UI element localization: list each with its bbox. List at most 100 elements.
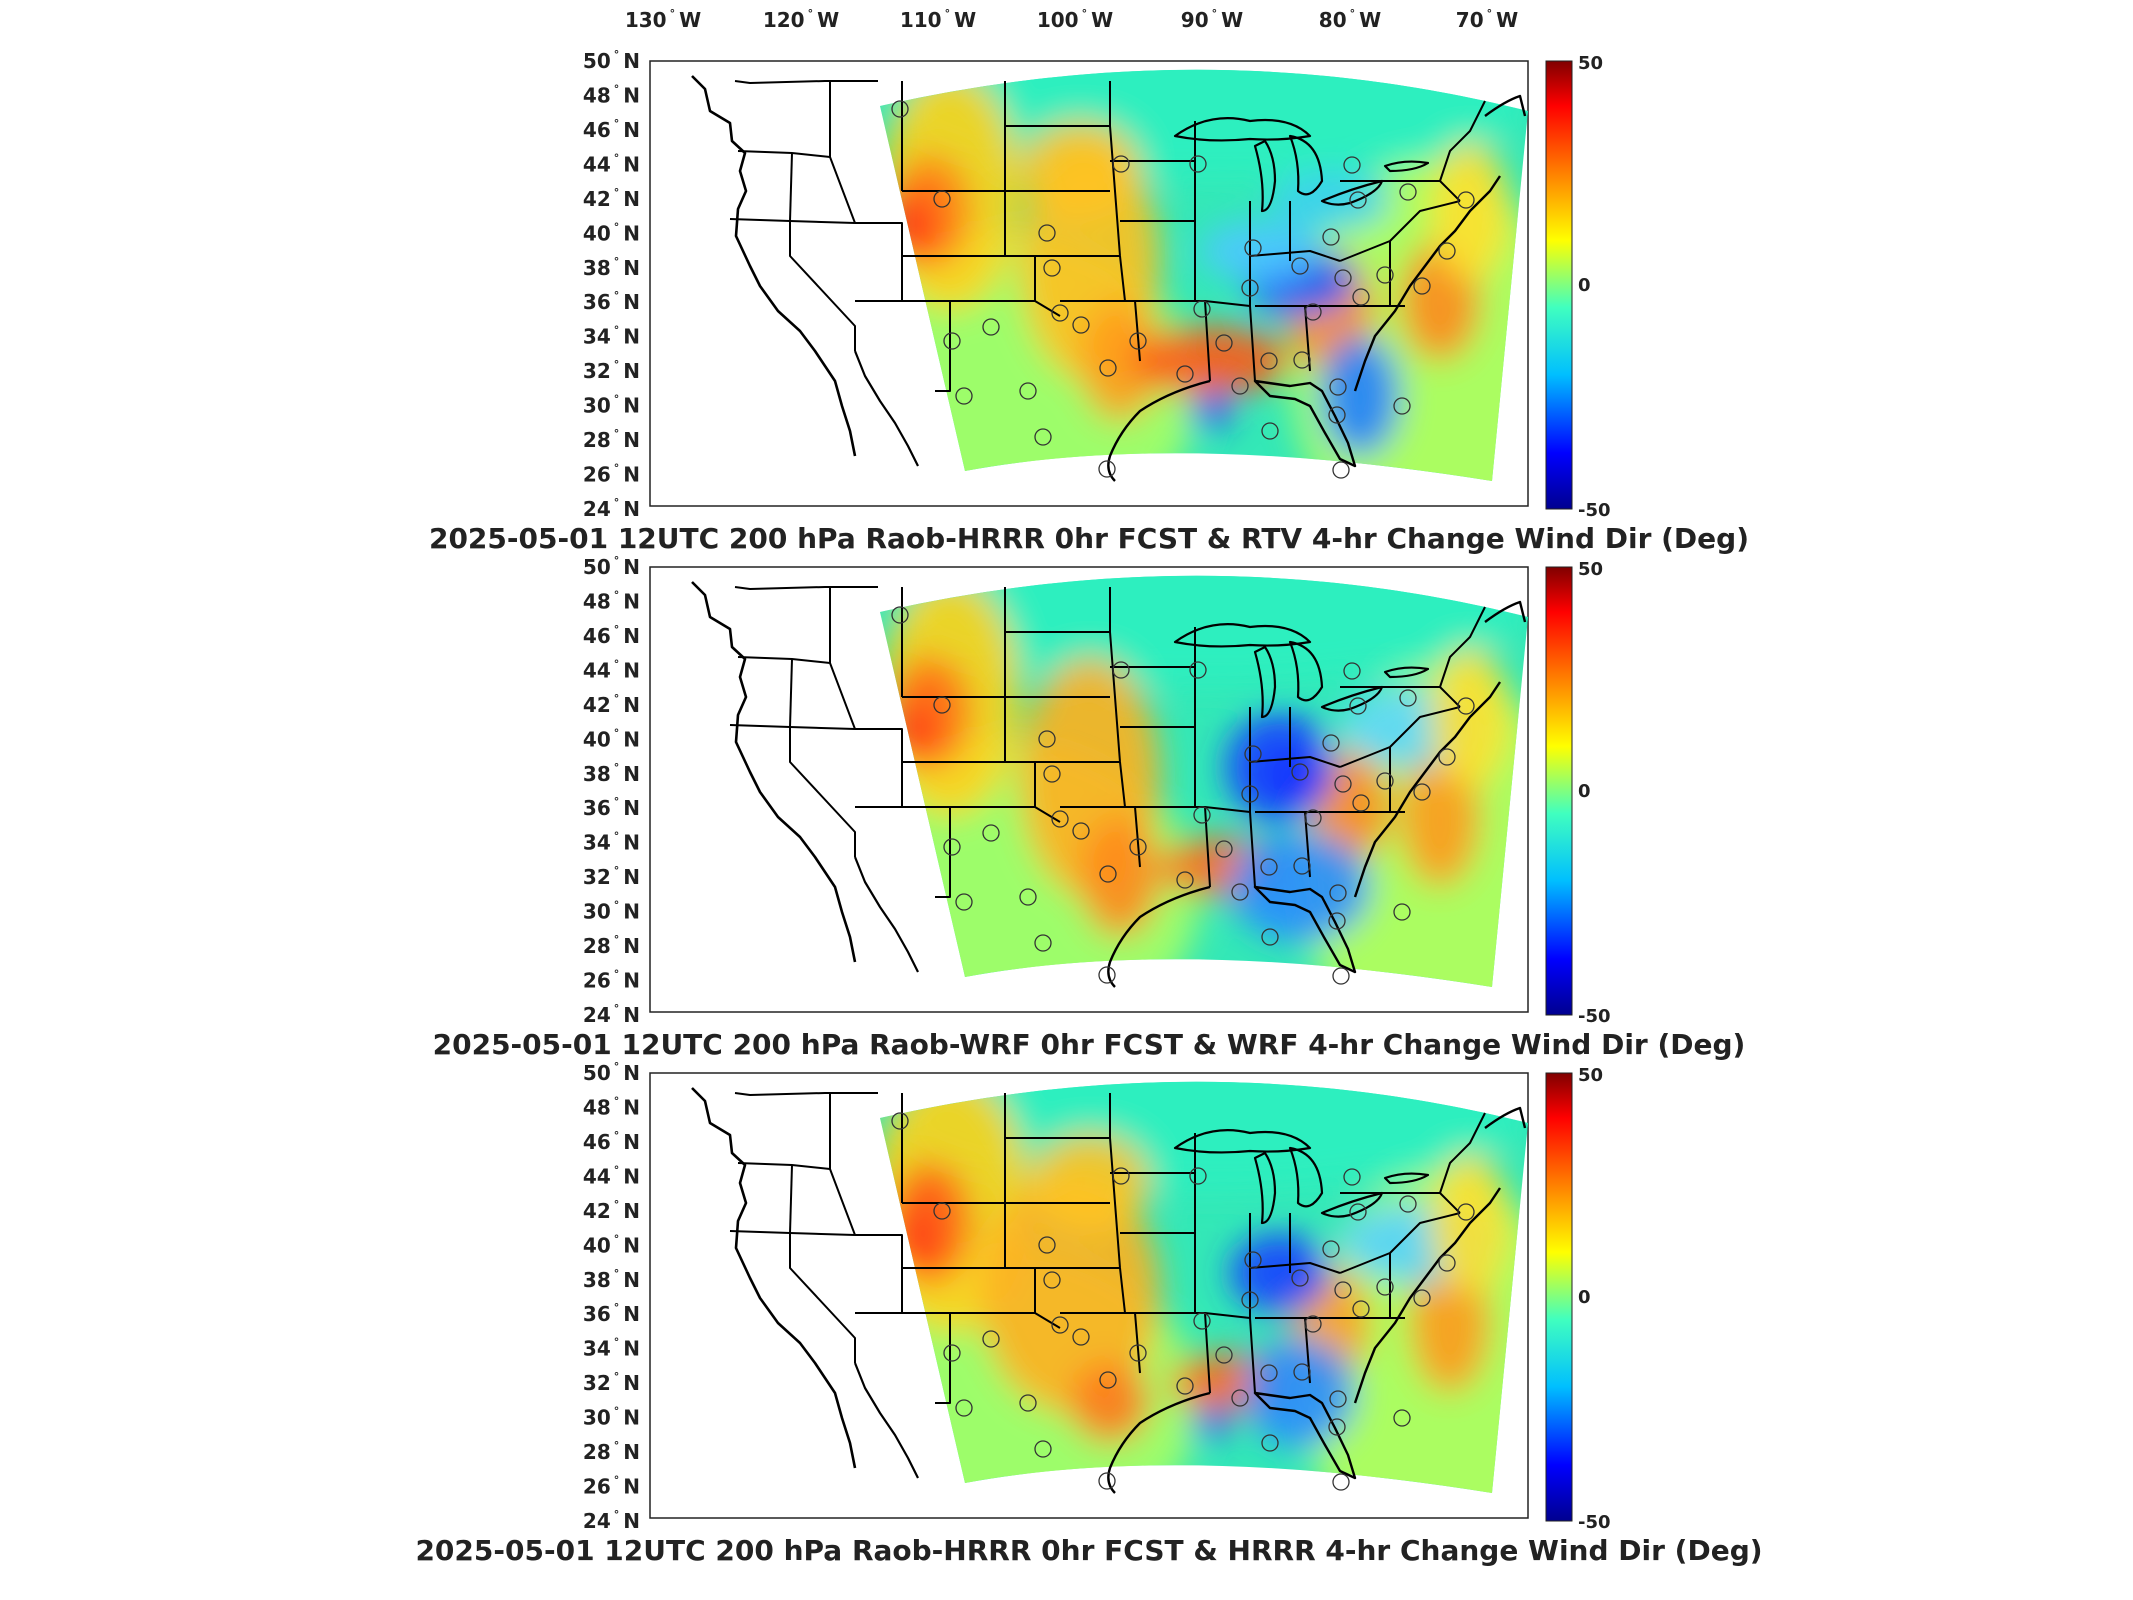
raob-station-marker — [1112, 155, 1130, 173]
state-border — [902, 1312, 951, 1404]
great-lake — [1383, 1172, 1430, 1185]
raob-station-marker — [1322, 228, 1340, 246]
state-border — [789, 221, 856, 351]
raob-station-marker — [1072, 1328, 1090, 1346]
raob-station-marker — [1072, 316, 1090, 334]
raob-station-marker — [1098, 966, 1116, 984]
great-lake — [1288, 640, 1324, 702]
map-area — [649, 60, 1529, 507]
raob-station-marker — [1293, 857, 1311, 875]
raob-station-marker — [1376, 1278, 1394, 1296]
east-coastline — [1353, 1187, 1501, 1404]
gulf-coastline — [1107, 885, 1211, 988]
great-lake — [1320, 685, 1384, 712]
state-border — [1249, 756, 1341, 768]
state-border — [1005, 761, 1036, 807]
latitude-label: 44 ° N — [583, 657, 640, 682]
latitude-label: 28 ° N — [583, 427, 640, 452]
west-coastline — [691, 75, 857, 457]
state-border — [1439, 1112, 1486, 1194]
field-anomaly — [1070, 1363, 1150, 1443]
longitude-label: 120 ° W — [763, 7, 839, 32]
raob-station-marker — [1193, 806, 1211, 824]
raob-station-marker — [1051, 1316, 1069, 1334]
raob-station-marker — [1193, 1312, 1211, 1330]
state-border — [855, 728, 903, 808]
raob-station-marker — [1112, 1167, 1130, 1185]
raob-station-marker — [1332, 967, 1350, 985]
panel-title: 2025-05-01 12UTC 200 hPa Raob-HRRR 0hr F… — [429, 522, 1749, 555]
longitude-label: 80 ° W — [1319, 7, 1381, 32]
latitude-label: 32 ° N — [583, 864, 640, 889]
raob-station-marker — [1413, 1289, 1431, 1307]
state-border — [1109, 81, 1126, 302]
raob-station-marker — [1291, 1269, 1309, 1287]
state-border — [734, 1092, 878, 1096]
latitude-label: 30 ° N — [583, 1405, 640, 1430]
panel-title: 2025-05-01 12UTC 200 hPa Raob-HRRR 0hr F… — [415, 1534, 1762, 1567]
raob-station-marker — [1393, 397, 1411, 415]
great-lake — [1320, 1191, 1384, 1218]
state-border — [902, 696, 1006, 763]
colorbar-max-label: 50 — [1578, 559, 1603, 580]
field-anomaly — [1230, 1233, 1330, 1313]
latitude-label: 46 ° N — [583, 1129, 640, 1154]
raob-station-marker — [1376, 772, 1394, 790]
latitude-label: 26 ° N — [583, 968, 640, 993]
raob-station-marker — [1231, 1389, 1249, 1407]
colorbar-gradient — [1545, 1072, 1573, 1522]
field-anomaly — [980, 1173, 1160, 1413]
east-coastline — [1353, 175, 1501, 392]
gulf-coastline — [1107, 379, 1211, 482]
raob-station-marker — [1393, 1409, 1411, 1427]
west-coastline — [691, 581, 857, 963]
florida-coastline — [1253, 885, 1357, 974]
raob-station-marker — [1291, 763, 1309, 781]
latitude-labels: 50 ° N 48 ° N 46 ° N 44 ° N 42 ° N 40 ° N 38 ° N 36 ° N 34 ° N 32 ° N… — [583, 48, 640, 521]
raob-station-marker — [1098, 1472, 1116, 1490]
raob-station-marker — [1304, 1315, 1322, 1333]
wind-direction-field — [880, 1081, 1528, 1493]
latitude-label: 36 ° N — [583, 795, 640, 820]
raob-station-marker — [1112, 661, 1130, 679]
raob-station-marker — [1328, 1418, 1346, 1436]
gulf-coastline — [1107, 1391, 1211, 1494]
latitude-label: 48 ° N — [583, 588, 640, 613]
raob-station-marker — [1329, 1390, 1347, 1408]
field-anomaly — [1320, 336, 1400, 456]
raob-station-marker — [1034, 934, 1052, 952]
latitude-label: 40 ° N — [583, 220, 640, 245]
state-border — [829, 1093, 856, 1236]
raob-station-marker — [982, 1330, 1000, 1348]
raob-station-marker — [1399, 183, 1417, 201]
raob-station-marker — [982, 318, 1000, 336]
latitude-label: 32 ° N — [583, 1370, 640, 1395]
raob-station-marker — [943, 332, 961, 350]
raob-station-marker — [1176, 1377, 1194, 1395]
latitude-label: 50 ° N — [583, 1060, 640, 1085]
state-border — [789, 1233, 856, 1363]
raob-station-marker — [1349, 697, 1367, 715]
state-border — [1439, 100, 1486, 182]
raob-station-marker — [1241, 785, 1259, 803]
latitude-label: 44 ° N — [583, 151, 640, 176]
canada-coastline — [1484, 1106, 1527, 1129]
latitude-label: 30 ° N — [583, 393, 640, 418]
raob-station-marker — [1215, 840, 1233, 858]
raob-station-marker — [1438, 748, 1456, 766]
state-border — [1005, 255, 1036, 301]
raob-station-marker — [1176, 365, 1194, 383]
raob-station-marker — [1352, 1300, 1370, 1318]
latitude-label: 30 ° N — [583, 899, 640, 924]
raob-station-marker — [1241, 279, 1259, 297]
latitude-label: 24 ° N — [583, 1002, 640, 1027]
raob-station-marker — [1051, 810, 1069, 828]
raob-station-marker — [1328, 912, 1346, 930]
raob-station-marker — [1034, 1440, 1052, 1458]
state-border — [902, 806, 951, 898]
raob-station-marker — [1291, 257, 1309, 275]
colorbar-mid-label: 0 — [1578, 1287, 1591, 1308]
raob-station-marker — [1099, 1371, 1117, 1389]
latitude-label: 38 ° N — [583, 761, 640, 786]
raob-station-marker — [943, 838, 961, 856]
